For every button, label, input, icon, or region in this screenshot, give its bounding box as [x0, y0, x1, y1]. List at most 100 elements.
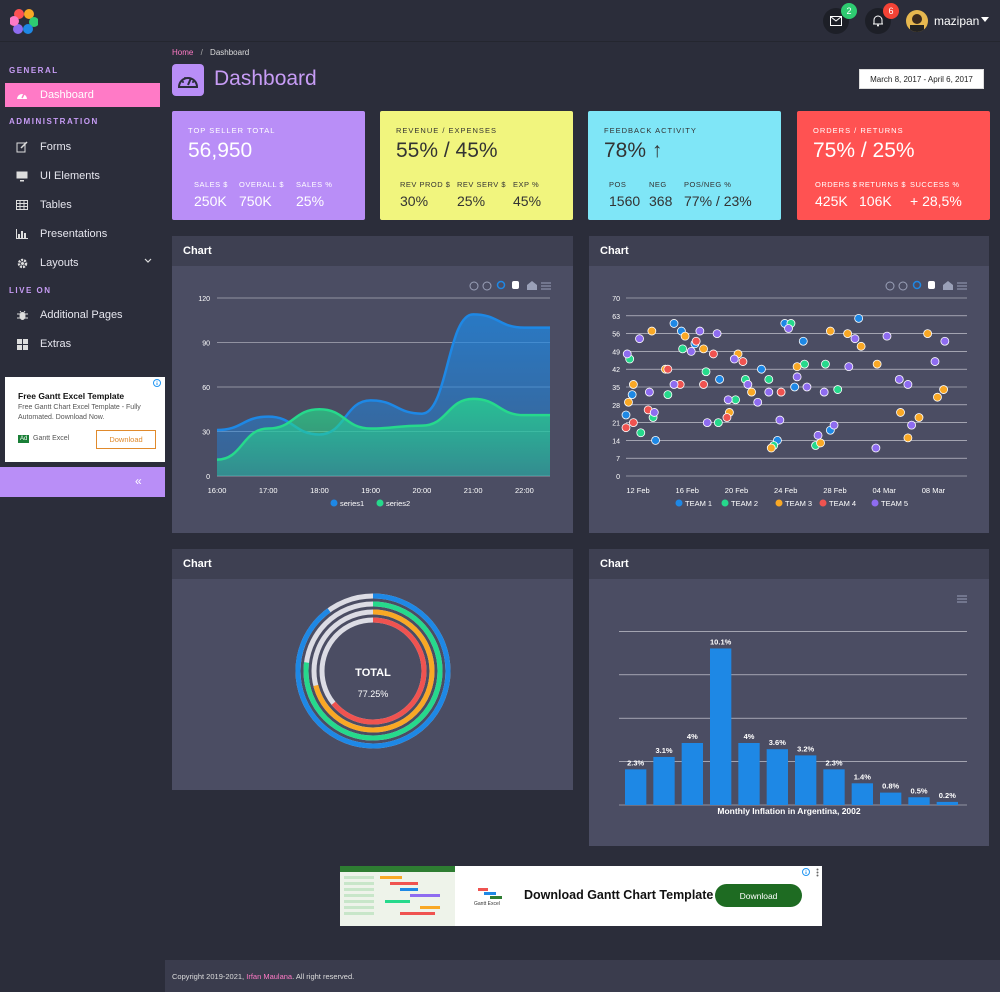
breadcrumb: Home / Dashboard [172, 48, 249, 57]
ad-menu-icon[interactable] [816, 868, 819, 877]
scatter-point [850, 334, 860, 344]
x-tick-label: 08 Mar [922, 486, 946, 495]
scatter-point [731, 395, 740, 405]
app-logo-icon[interactable] [10, 8, 38, 34]
legend-marker [819, 499, 827, 507]
bar [710, 648, 732, 805]
sidebar-item-forms[interactable]: Forms [5, 135, 160, 159]
stat-sub-value: 750K [239, 193, 272, 209]
gear-icon [14, 258, 30, 269]
stat-card-revenue: REVENUE / EXPENSES 55% / 45% REV PROD $ … [380, 111, 573, 220]
card-header: Chart [589, 549, 989, 579]
data-label: 1.4% [854, 772, 871, 781]
section-general: GENERAL [9, 66, 59, 75]
scatter-point [627, 390, 637, 400]
sidebar-item-ui-elements[interactable]: UI Elements [5, 164, 160, 188]
scatter-point [764, 374, 774, 384]
card-title: Chart [183, 245, 212, 257]
stat-sub-value: 368 [649, 193, 673, 209]
scatter-point [695, 326, 705, 336]
footer-rights: . All right reserved. [292, 972, 355, 981]
stat-sub-label: SUCCESS % [910, 180, 960, 189]
card-title: Chart [183, 558, 212, 570]
scatter-point [784, 324, 793, 333]
reset-zoom-icon [943, 281, 953, 290]
chevron-down-icon [144, 258, 152, 263]
ad-title[interactable]: Free Gantt Excel Template [18, 391, 125, 401]
x-tick-label: 04 Mar [873, 486, 897, 495]
scatter-point [678, 344, 688, 354]
bar [880, 792, 902, 805]
chevron-down-icon[interactable] [981, 17, 989, 23]
zoom-out-icon [482, 281, 492, 291]
ad-info-icon[interactable] [802, 868, 810, 876]
scatter-chart: 0 7 14 21 28 35 42 49 56 63 70 12 Feb 16 Feb 20 Feb 24… [612, 280, 967, 508]
scatter-point [622, 349, 632, 359]
data-label: 0.5% [910, 786, 927, 795]
sidebar-item-additional-pages[interactable]: Additional Pages [5, 303, 160, 327]
breadcrumb-home[interactable]: Home [172, 48, 194, 57]
scatter-point [647, 326, 657, 336]
bar [653, 756, 675, 805]
ad-title[interactable]: Download Gantt Chart Template [524, 888, 714, 902]
stat-card-orders: ORDERS / RETURNS 75% / 25% ORDERS $ RETU… [797, 111, 990, 220]
scatter-point [843, 329, 852, 338]
pan-icon [928, 281, 935, 289]
y-tick-label: 14 [612, 438, 620, 445]
gantt-excel-logo-icon [478, 888, 502, 899]
sidebar-collapse-button[interactable]: « [0, 467, 165, 497]
footer-copyright: Copyright 2019-2021, [172, 972, 245, 981]
bar [766, 749, 788, 805]
stat-value: 55% / 45% [396, 139, 498, 162]
ad-download-button[interactable]: Download [96, 430, 156, 449]
data-label: 4% [744, 732, 755, 741]
x-tick-label: 18:00 [310, 486, 329, 495]
sidebar-item-dashboard[interactable]: Dashboard [5, 83, 160, 107]
chart-toolbar [885, 280, 967, 291]
scatter-point [871, 443, 881, 453]
scatter-point [699, 344, 708, 354]
bottom-ad[interactable]: Gantt Excel Download Gantt Chart Templat… [340, 866, 822, 926]
sidebar-item-label: Forms [40, 141, 72, 153]
scatter-point [651, 435, 660, 445]
username[interactable]: mazipan [934, 14, 980, 28]
stat-sub-label: SALES $ [194, 180, 228, 189]
mail-button[interactable]: 2 [823, 3, 857, 34]
scatter-point [701, 367, 711, 377]
footer-author-link[interactable]: Irfan Maulana [246, 972, 293, 981]
ring-value [311, 609, 435, 733]
notifications-button[interactable]: 6 [865, 3, 899, 34]
sidebar-item-layouts[interactable]: Layouts [5, 251, 160, 275]
ad-info-icon[interactable] [153, 379, 161, 387]
dashboard-icon [14, 90, 30, 100]
stat-sub-label: SALES % [296, 180, 333, 189]
scatter-point [829, 420, 839, 430]
x-tick-label: 17:00 [259, 486, 278, 495]
date-range-picker[interactable]: March 8, 2017 - April 6, 2017 [859, 69, 984, 89]
scatter-point [821, 359, 830, 369]
stat-sub-value: 30% [400, 193, 429, 209]
scatter-point [743, 380, 753, 389]
section-administration: ADMINISTRATION [9, 117, 99, 126]
sidebar-item-extras[interactable]: Extras [5, 332, 160, 356]
y-tick-label: 49 [612, 349, 620, 356]
sidebar-item-tables[interactable]: Tables [5, 193, 160, 217]
scatter-point [802, 382, 812, 392]
sidebar-item-presentations[interactable]: Presentations [5, 222, 160, 246]
scatter-point [914, 413, 924, 422]
data-label: 3.2% [797, 744, 814, 753]
ad-download-button[interactable]: Download [715, 884, 802, 907]
avatar[interactable] [906, 10, 928, 32]
chart-menu-icon [957, 282, 967, 290]
sidebar-ad[interactable]: Free Gantt Excel Template Free Gantt Cha… [5, 377, 165, 462]
collapse-label: « [135, 474, 142, 488]
y-tick-label: 70 [612, 296, 620, 303]
reset-zoom-icon [527, 281, 537, 290]
scatter-point [776, 387, 786, 397]
y-tick-label: 0 [206, 474, 210, 481]
y-tick-label: 21 [612, 421, 620, 428]
scatter-point [713, 418, 723, 428]
scatter-point [766, 443, 776, 453]
zoom-out-icon [898, 281, 908, 291]
scatter-point [702, 418, 712, 428]
